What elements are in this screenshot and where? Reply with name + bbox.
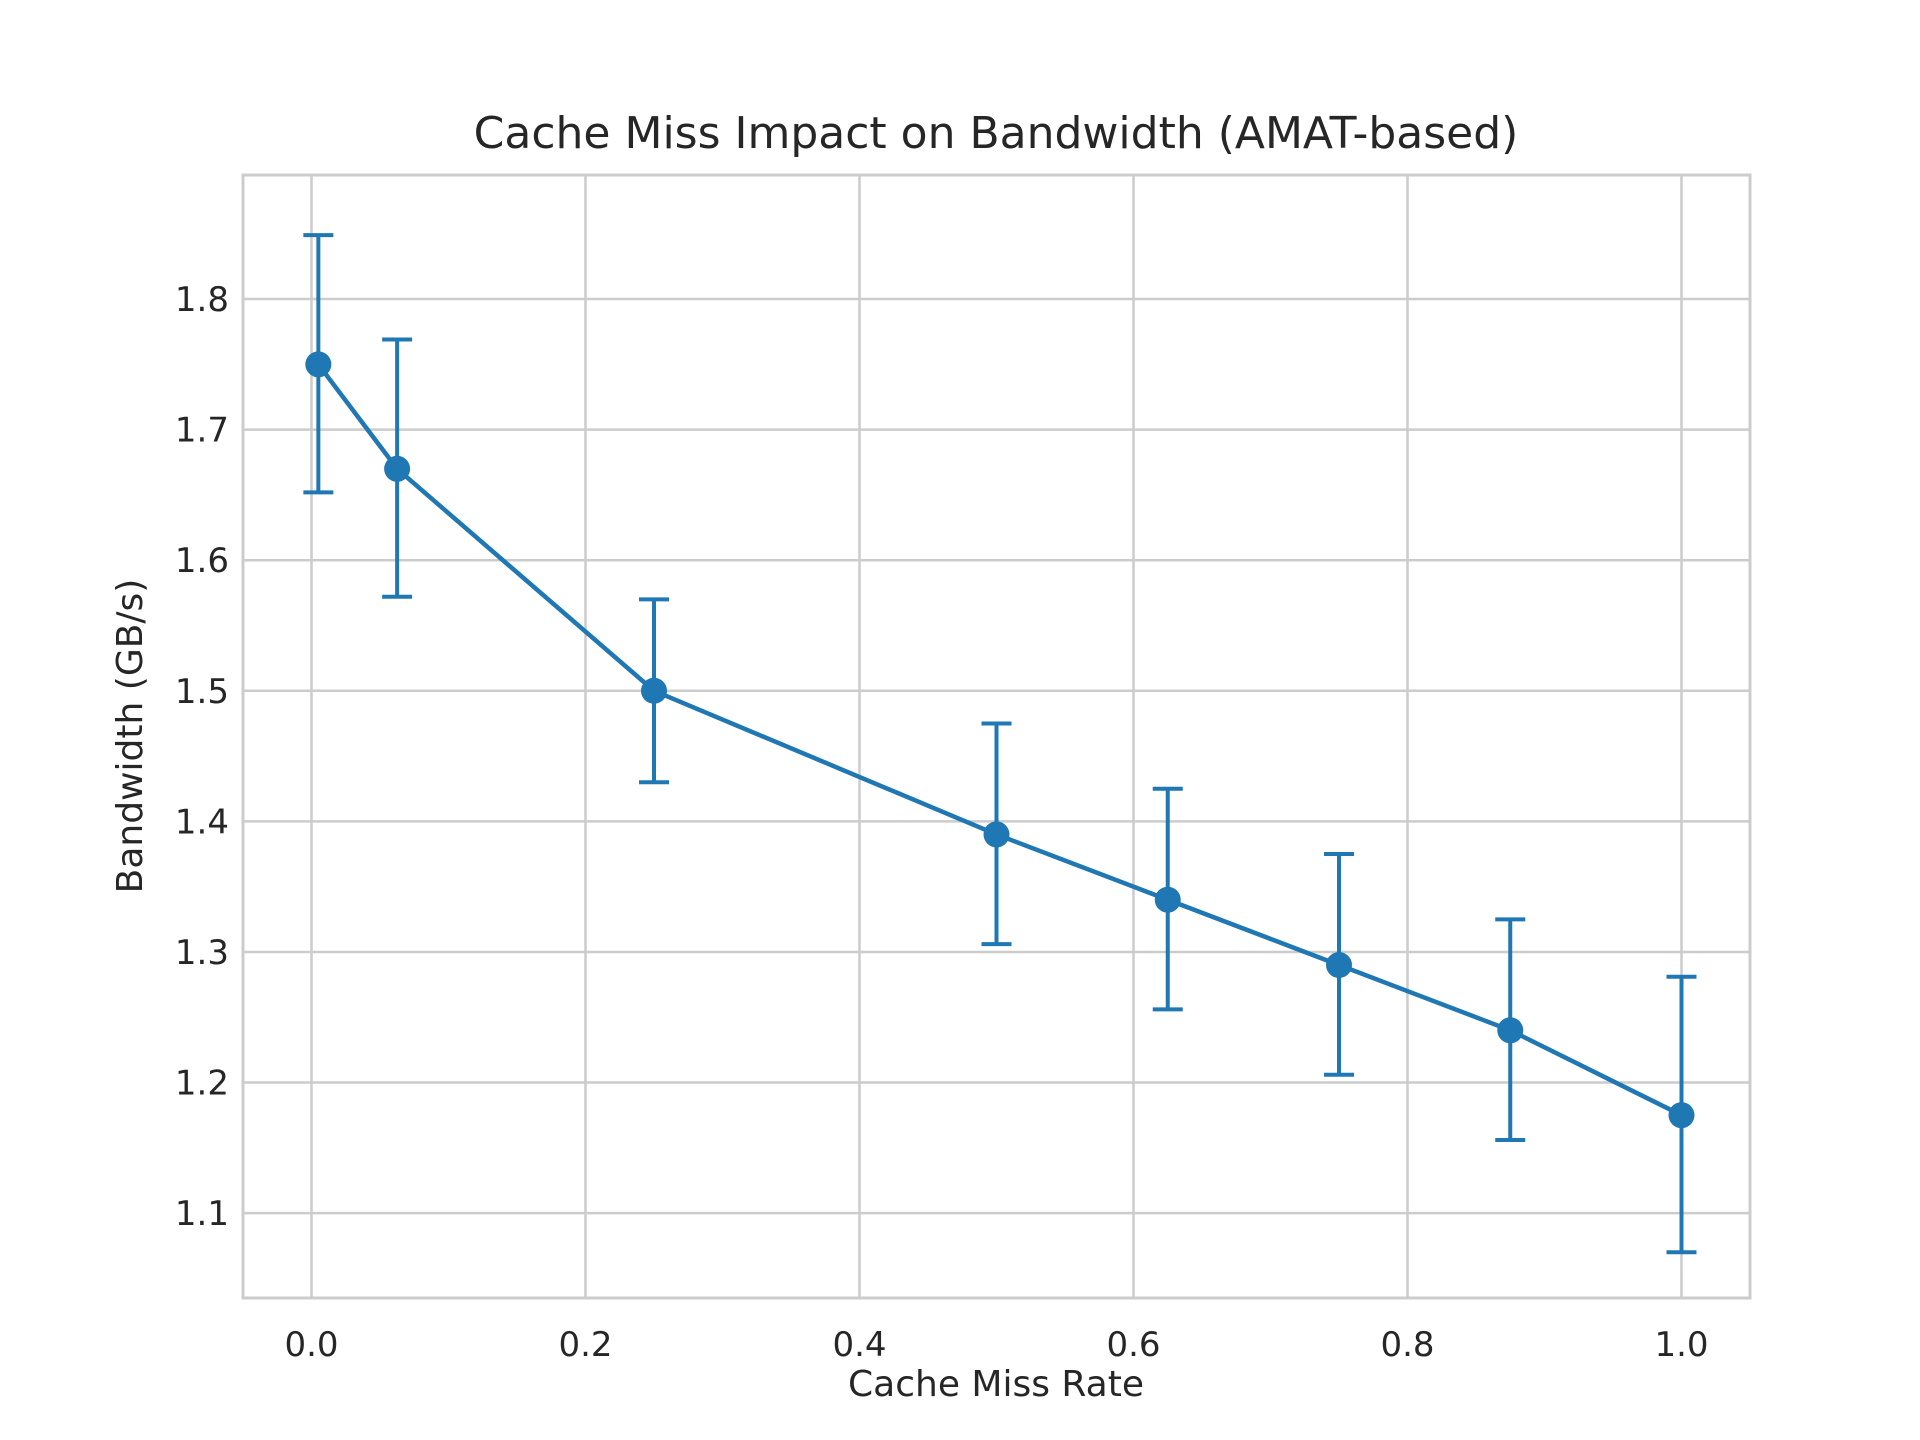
- chart-title: Cache Miss Impact on Bandwidth (AMAT-bas…: [474, 108, 1519, 159]
- y-axis-label: Bandwidth (GB/s): [110, 579, 151, 894]
- y-tick-label: 1.8: [175, 280, 229, 320]
- data-point: [384, 455, 411, 482]
- x-tick-label: 0.8: [1380, 1325, 1434, 1365]
- x-tick-label: 0.0: [284, 1325, 338, 1365]
- data-point: [1154, 886, 1181, 913]
- data-point: [1668, 1102, 1695, 1129]
- data-point: [1326, 952, 1352, 979]
- data-point: [305, 351, 332, 378]
- x-axis-label: Cache Miss Rate: [848, 1364, 1144, 1405]
- grid: [243, 175, 1750, 1298]
- y-tick-label: 1.4: [175, 802, 229, 842]
- y-tick-label: 1.5: [175, 672, 229, 712]
- x-tick-label: 0.2: [558, 1325, 612, 1365]
- data-series: [303, 233, 1697, 1255]
- x-tick-label: 0.4: [832, 1325, 886, 1365]
- y-tick-label: 1.6: [175, 541, 229, 581]
- data-point: [641, 677, 667, 704]
- y-tick-label: 1.1: [175, 1194, 229, 1234]
- x-tick-label: 1.0: [1654, 1325, 1708, 1365]
- x-tick-label: 0.6: [1106, 1325, 1160, 1365]
- series-line: [316, 362, 1683, 1118]
- data-point: [983, 821, 1010, 848]
- y-tick-label: 1.2: [175, 1064, 229, 1104]
- plot-frame: [241, 173, 1752, 1300]
- y-tick-label: 1.3: [175, 933, 229, 973]
- data-point: [1497, 1017, 1524, 1044]
- tick-labels: 0.0 0.2 0.4 0.6 0.8 1.0 1.1 1.2 1.3 1.4 1.5 1.6 1.7 1…: [175, 280, 1709, 1365]
- y-tick-label: 1.7: [175, 411, 229, 451]
